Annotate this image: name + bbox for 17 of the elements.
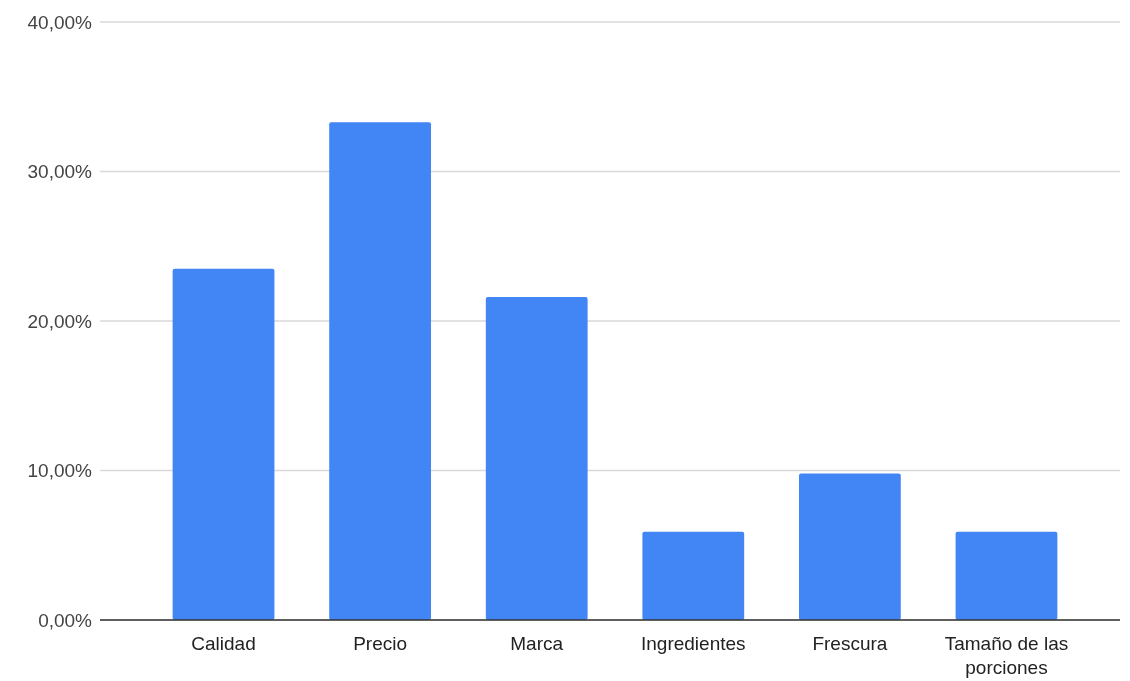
- x-tick-label: Marca: [510, 633, 564, 654]
- x-tick-label: Frescura: [812, 633, 888, 654]
- bar: [955, 531, 1058, 620]
- x-tick-label: Calidad: [191, 633, 256, 654]
- y-tick-label: 20,00%: [27, 310, 93, 332]
- x-tick-label: Precio: [353, 633, 408, 654]
- bar: [329, 122, 432, 620]
- bar: [172, 268, 275, 620]
- x-tick-label: Tamaño de las porciones: [944, 633, 1069, 678]
- bar: [642, 531, 745, 620]
- bar: [798, 473, 901, 620]
- y-tick-label: 40,00%: [27, 11, 93, 33]
- y-tick-label: 10,00%: [27, 460, 93, 482]
- x-tick-label: Ingredientes: [641, 633, 746, 654]
- y-tick-label: 30,00%: [27, 161, 93, 183]
- y-tick-label: 0,00%: [38, 609, 93, 631]
- bar: [485, 297, 588, 620]
